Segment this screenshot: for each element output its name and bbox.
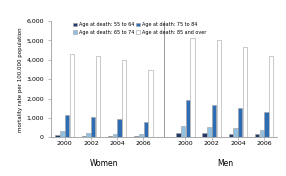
Bar (117, 119, 122, 137)
Bar (148, 70, 153, 137)
Bar (212, 105, 216, 137)
Bar (186, 100, 190, 137)
Bar (69, 54, 74, 137)
Bar (65, 115, 69, 137)
Bar (238, 108, 243, 137)
Bar (144, 122, 148, 137)
Bar (122, 60, 126, 137)
Bar (139, 134, 143, 137)
Bar (176, 133, 180, 137)
Bar (91, 117, 96, 137)
Legend: Age at death: 55 to 64, Age at death: 65 to 74, Age at death: 75 to 84, Age at d: Age at death: 55 to 64, Age at death: 65… (72, 21, 207, 36)
Bar (134, 136, 138, 137)
Bar (269, 56, 273, 137)
Bar (202, 133, 207, 137)
Bar (190, 38, 195, 137)
Bar (60, 131, 65, 137)
Text: Men: Men (217, 159, 233, 168)
Bar (260, 130, 264, 137)
Text: Women: Women (90, 159, 118, 168)
Bar (86, 133, 91, 137)
Bar (108, 136, 112, 137)
Bar (264, 112, 269, 137)
Bar (82, 136, 86, 137)
Bar (207, 127, 212, 137)
Bar (243, 47, 247, 137)
Y-axis label: mortality rate per 100,000 population: mortality rate per 100,000 population (18, 27, 23, 131)
Bar (217, 40, 221, 137)
Bar (96, 56, 100, 137)
Bar (113, 134, 117, 137)
Bar (181, 126, 185, 137)
Bar (255, 134, 259, 137)
Bar (233, 128, 238, 137)
Bar (55, 135, 60, 137)
Bar (229, 134, 233, 137)
